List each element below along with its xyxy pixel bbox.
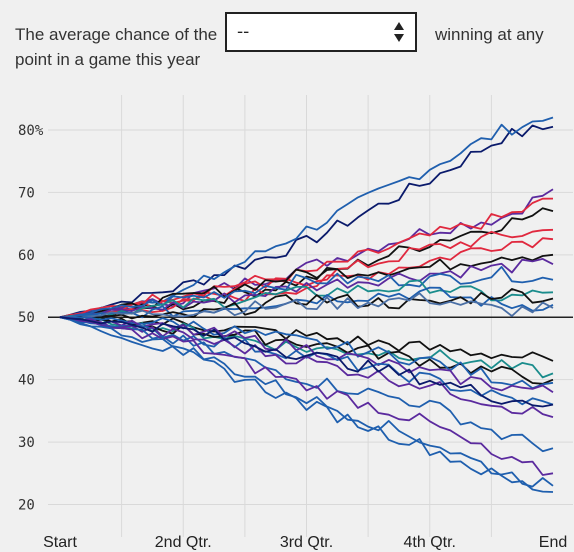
series-line bbox=[59, 228, 554, 319]
sentence-label-end: winning at any bbox=[435, 25, 544, 44]
x-tick-label: 3rd Qtr. bbox=[280, 534, 333, 551]
y-tick-label: 70 bbox=[18, 185, 35, 201]
y-tick-label: 40 bbox=[18, 373, 35, 389]
y-tick-label: 60 bbox=[18, 248, 35, 264]
series-line bbox=[59, 279, 554, 319]
series-line bbox=[59, 316, 554, 476]
series-line bbox=[59, 286, 554, 319]
series-line bbox=[59, 316, 554, 493]
up-down-arrows-icon bbox=[393, 21, 405, 43]
series-line bbox=[59, 266, 554, 319]
series-line bbox=[59, 316, 554, 453]
y-tick-label: 30 bbox=[18, 435, 35, 451]
x-tick-label: 2nd Qtr. bbox=[155, 534, 212, 551]
x-tick-label: 4th Qtr. bbox=[404, 534, 456, 551]
win-probability-chart: 80% 70 60 50 40 30 20 Start 2nd Qtr. 3rd Qtr. 4th… bbox=[18, 95, 573, 551]
y-tick-label: 50 bbox=[18, 310, 35, 326]
series-lines bbox=[59, 116, 554, 493]
series-line bbox=[59, 292, 554, 319]
series-line bbox=[59, 316, 554, 488]
y-axis-ticks: 80% 70 60 50 40 30 20 bbox=[18, 123, 44, 514]
controls-bar: The average chance of the point in a gam… bbox=[0, 0, 574, 80]
series-line bbox=[59, 316, 554, 390]
sentence-label-start: The average chance of the point in a gam… bbox=[15, 25, 218, 69]
series-line bbox=[59, 316, 554, 408]
chart-grid bbox=[48, 95, 573, 537]
y-tick-label: 80% bbox=[18, 123, 44, 139]
x-tick-label: End bbox=[539, 534, 567, 551]
x-tick-label: Start bbox=[43, 534, 77, 551]
series-line bbox=[59, 207, 554, 319]
series-line bbox=[59, 288, 554, 320]
series-line bbox=[59, 316, 554, 379]
series-line bbox=[59, 316, 554, 406]
x-axis-ticks: Start 2nd Qtr. 3rd Qtr. 4th Qtr. End bbox=[43, 534, 567, 551]
series-line bbox=[59, 124, 554, 319]
team-select-value: -- bbox=[237, 22, 250, 42]
team-select[interactable]: -- bbox=[225, 12, 417, 52]
y-tick-label: 20 bbox=[18, 498, 35, 514]
